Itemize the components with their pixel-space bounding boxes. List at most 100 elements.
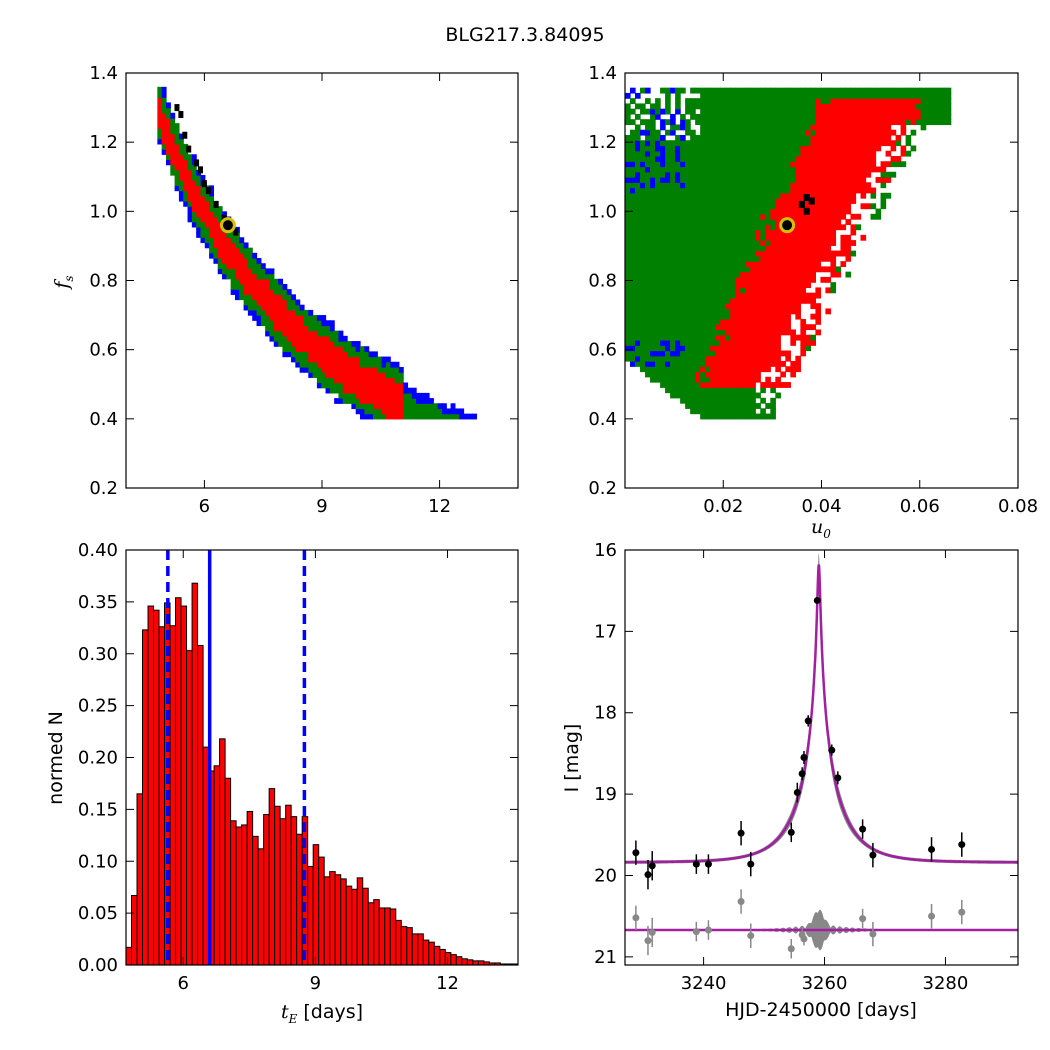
histogram-bar [455, 956, 463, 966]
posterior-cell [680, 397, 686, 404]
posterior-cell [411, 413, 417, 420]
posterior-cell [835, 145, 842, 152]
posterior-cell [795, 203, 801, 210]
posterior-cell [670, 376, 676, 383]
posterior-cell [665, 92, 671, 99]
posterior-cell [625, 250, 631, 257]
posterior-cell [700, 113, 706, 120]
posterior-cell [660, 219, 666, 225]
posterior-cell [770, 98, 776, 105]
posterior-cell [645, 98, 651, 105]
posterior-cell [805, 229, 811, 236]
posterior-cell [635, 156, 641, 162]
posterior-cell [775, 334, 781, 341]
posterior-cell [780, 98, 786, 105]
posterior-cell [790, 129, 796, 136]
posterior-cell [930, 108, 937, 115]
posterior-cell [685, 266, 691, 273]
posterior-cell [295, 361, 301, 368]
posterior-cell [845, 219, 852, 225]
posterior-cell [260, 299, 266, 306]
posterior-cell [755, 392, 761, 399]
posterior-cell [720, 108, 726, 115]
posterior-cell [925, 92, 932, 99]
posterior-cell [695, 203, 701, 210]
posterior-cell [760, 192, 766, 199]
posterior-cell [745, 213, 751, 220]
posterior-cell [635, 271, 641, 278]
posterior-cell [850, 182, 857, 189]
posterior-cell [810, 187, 817, 194]
posterior-cell [650, 271, 656, 278]
posterior-cell [665, 187, 671, 194]
posterior-cell [308, 325, 314, 332]
posterior-cell [234, 294, 240, 301]
posterior-cell [690, 250, 696, 257]
posterior-cell [665, 156, 671, 162]
posterior-cell [710, 203, 716, 210]
posterior-cell [720, 229, 726, 236]
data-point [692, 860, 700, 868]
posterior-cell [765, 355, 771, 362]
posterior-cell [810, 334, 817, 341]
posterior-cell [630, 313, 636, 320]
posterior-cell [775, 103, 781, 110]
posterior-cell [640, 161, 646, 168]
posterior-cell [745, 297, 751, 304]
posterior-cell [635, 145, 641, 152]
posterior-cell [291, 315, 296, 321]
posterior-cell [770, 177, 776, 183]
posterior-cell [377, 387, 383, 394]
posterior-cell [755, 103, 761, 110]
posterior-cell [790, 213, 796, 220]
posterior-cell [945, 92, 952, 99]
posterior-cell [775, 324, 781, 331]
posterior-cell [740, 376, 746, 383]
posterior-cell [760, 134, 766, 141]
posterior-cell [715, 303, 721, 310]
posterior-cell [675, 187, 681, 194]
posterior-cell [780, 329, 786, 336]
posterior-cell [735, 103, 741, 110]
posterior-cell [690, 213, 696, 220]
posterior-cell [650, 156, 656, 162]
posterior-cell [840, 198, 847, 204]
posterior-cell [860, 140, 867, 147]
posterior-cell [390, 403, 396, 410]
posterior-cell [690, 171, 696, 178]
posterior-cell [685, 229, 691, 236]
posterior-cell [695, 303, 701, 310]
posterior-cell [745, 240, 751, 246]
posterior-cell [670, 324, 676, 331]
posterior-cell [347, 341, 352, 347]
posterior-cell [775, 198, 781, 204]
posterior-cell [303, 315, 309, 321]
posterior-cell [755, 145, 761, 152]
posterior-cell [655, 140, 661, 147]
posterior-cell [750, 387, 756, 394]
posterior-cell [760, 408, 766, 415]
posterior-cell [745, 250, 751, 257]
posterior-cell [725, 150, 731, 157]
posterior-cell [273, 299, 279, 306]
posterior-cell [403, 387, 409, 394]
posterior-cell [316, 351, 322, 358]
posterior-cell [670, 140, 676, 147]
posterior-cell [295, 304, 301, 311]
posterior-cell [630, 229, 636, 236]
histogram-bar [296, 833, 303, 966]
posterior-cell [312, 341, 318, 347]
posterior-cell [690, 177, 696, 183]
posterior-cell [680, 140, 686, 147]
posterior-cell [321, 330, 327, 337]
posterior-cell [695, 297, 701, 304]
posterior-cell [770, 397, 776, 404]
posterior-cell [770, 124, 776, 131]
posterior-cell [685, 355, 691, 362]
posterior-cell [730, 208, 736, 215]
posterior-cell [635, 355, 641, 362]
posterior-cell [915, 92, 922, 99]
posterior-cell [685, 297, 691, 304]
posterior-cell [355, 382, 361, 389]
posterior-cell [760, 103, 766, 110]
